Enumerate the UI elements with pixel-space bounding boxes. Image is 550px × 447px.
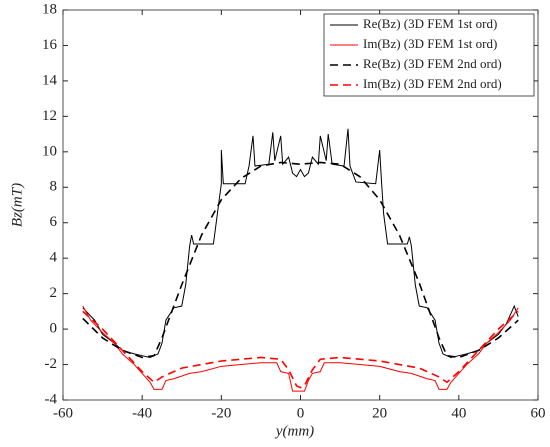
x-axis-label: y(mm) xyxy=(274,423,314,439)
legend xyxy=(323,13,535,97)
y-tick-label: 2 xyxy=(50,285,58,301)
y-tick-label: 18 xyxy=(42,1,57,17)
x-tick-label: 60 xyxy=(531,405,546,421)
y-tick-label: 10 xyxy=(42,143,57,159)
legend-label: Im(Bz) (3D FEM 2nd ord) xyxy=(363,76,502,91)
y-tick-label: 14 xyxy=(42,72,58,88)
x-tick-label: 0 xyxy=(297,405,305,421)
y-axis-label: Bz(mT) xyxy=(9,183,25,227)
x-tick-label: -60 xyxy=(53,405,73,421)
x-tick-label: -40 xyxy=(132,405,152,421)
legend-label: Re(Bz) (3D FEM 2nd ord) xyxy=(363,56,502,71)
series-line xyxy=(82,305,519,392)
y-tick-label: 16 xyxy=(42,37,58,53)
y-tick-label: -2 xyxy=(45,356,58,372)
legend-label: Im(Bz) (3D FEM 1st ord) xyxy=(363,36,497,51)
series-line xyxy=(82,161,519,359)
x-tick-label: -20 xyxy=(211,405,231,421)
legend-label: Re(Bz) (3D FEM 1st ord) xyxy=(363,16,497,31)
y-tick-label: 4 xyxy=(50,250,58,266)
y-tick-label: -4 xyxy=(45,391,58,407)
y-tick-label: 8 xyxy=(50,179,58,195)
y-tick-label: 6 xyxy=(50,214,58,230)
x-tick-label: 40 xyxy=(451,405,466,421)
y-tick-label: 12 xyxy=(42,108,57,124)
x-tick-label: 20 xyxy=(372,405,387,421)
y-tick-label: 0 xyxy=(50,321,58,337)
series-line xyxy=(82,310,519,389)
